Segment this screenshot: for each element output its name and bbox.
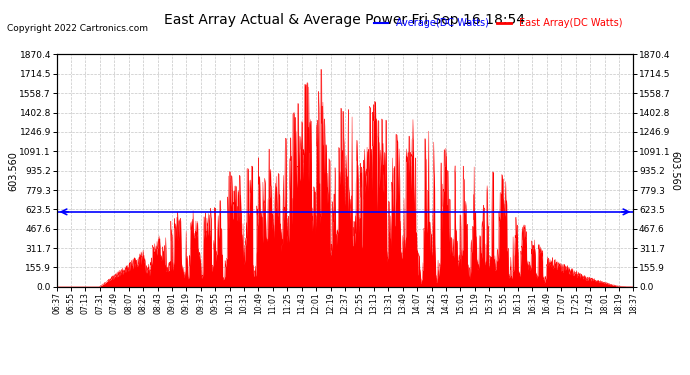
Text: Copyright 2022 Cartronics.com: Copyright 2022 Cartronics.com <box>7 24 148 33</box>
Text: East Array Actual & Average Power Fri Sep 16 18:54: East Array Actual & Average Power Fri Se… <box>164 13 526 27</box>
Y-axis label: 603.560: 603.560 <box>669 151 679 190</box>
Legend: Average(DC Watts), East Array(DC Watts): Average(DC Watts), East Array(DC Watts) <box>370 14 627 32</box>
Y-axis label: 603.560: 603.560 <box>8 151 18 190</box>
